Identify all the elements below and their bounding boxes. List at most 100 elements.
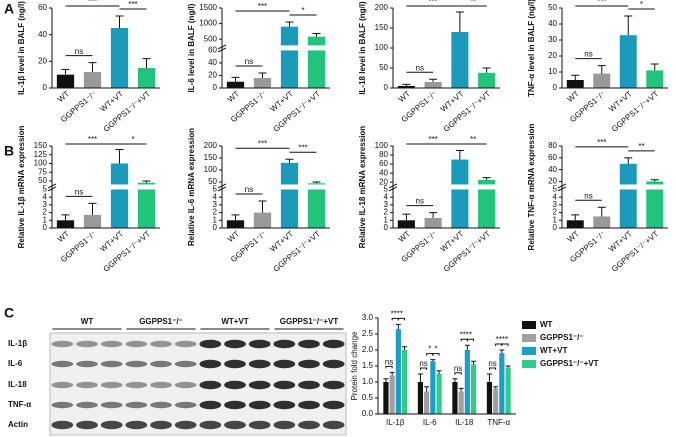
blot-band [100,360,123,368]
error-bar [471,360,477,365]
blot-band [322,420,345,430]
blot-band [322,339,345,349]
y-tick-label: 50 [548,3,557,12]
significance-label: ns [385,358,393,367]
blot-band [100,381,123,389]
significance-label: *** [258,139,267,148]
blot-group-label: GGPPS1⁻/⁻ [139,317,183,326]
significance-label: *** [88,0,97,6]
blot-band [273,400,296,410]
blot-band [174,381,197,389]
blot-row-label: IL-6 [8,359,23,368]
y-axis-label: Relative TNF-α mRNA expression [527,123,536,250]
bar [253,212,272,228]
bar [389,375,395,414]
y-tick-label: 1 [384,215,389,224]
y-tick-label: 2.0 [362,345,374,354]
bar [505,367,511,414]
y-tick-label: 5 [213,185,218,194]
y-tick-label: 40 [38,30,47,39]
bar [593,73,611,88]
blot-band [199,400,222,410]
x-tick-label: GGPPS1⁻/⁻+VT [102,229,153,274]
significance-label: ** [470,0,476,6]
blot-frame [49,332,347,436]
x-tick-label: GGPPS1⁻/⁻+VT [102,89,153,134]
significance-label: * [131,135,134,144]
y-axis-label: TNF-α level in BALF (ng/l) [527,0,536,97]
blot-band [298,420,320,430]
error-bar [430,359,436,362]
significance-label: ns [584,50,592,59]
error-bar [88,62,97,72]
y-tick-label: 30 [548,35,557,44]
error-bar [650,63,659,71]
y-tick-label: 1.5 [362,361,374,370]
blot-band [298,359,320,369]
error-bar [285,158,294,163]
y-tick-label: 0 [553,223,558,232]
bar [110,28,129,88]
bar [478,72,496,88]
x-tick-label: GGPPS1⁻/⁻+VT [272,229,323,274]
blot-band [273,380,296,390]
error-bar [285,21,294,27]
legend-swatch [522,321,536,329]
significance-label: *** [391,310,400,319]
bar [493,388,499,414]
blot-band [51,401,74,409]
error-bar [650,179,659,182]
blot-band [322,359,345,369]
bar [83,214,102,228]
blot-band [322,380,345,390]
blot-row-label: IL-18 [8,380,27,389]
x-tick-label: GGPPS1⁻/⁻+VT [610,229,661,274]
error-bar [312,181,321,184]
y-tick-label: 20 [38,56,47,65]
axis-break-gap [218,184,330,190]
y-tick-label: 1 [43,215,48,224]
bar [593,216,611,228]
error-bar [482,177,491,180]
bar [470,364,477,414]
bar [619,163,637,228]
y-tick-label: 4 [384,192,389,201]
x-tick-label: TNF-α [487,418,510,427]
blot-band [76,420,98,430]
blot-band [322,400,345,410]
significance-label: *** [428,0,437,6]
bar [436,374,442,414]
blot-band [100,420,123,430]
bar [56,220,75,228]
x-tick-label: WT [566,229,581,244]
error-bar [429,212,438,218]
error-bar [624,15,633,36]
error-bar [142,180,151,183]
blot-band [199,420,222,430]
blot-band [76,360,98,368]
blot-band [125,360,148,368]
error-bar [436,370,442,374]
error-bar [402,83,411,86]
significance-label: ns [245,185,253,194]
y-tick-label: 3 [553,200,558,209]
y-tick-label: 125 [34,150,48,159]
blot-band [51,360,74,368]
error-bar [597,65,606,74]
x-tick-label: GGPPS1⁻/⁻+VT [442,229,493,274]
bar [280,26,299,88]
blot-band [224,420,246,430]
y-tick-label: 0.5 [362,393,374,402]
y-tick-label: 200 [375,3,389,12]
y-axis-label: IL-6 level in BALF (ng/l) [187,3,196,92]
significance-label: ns [75,47,83,56]
y-tick-label: 2 [43,208,48,217]
y-tick-label: 40 [379,168,388,177]
x-tick-label: WT [397,89,412,104]
error-bar [61,68,70,75]
error-bar [115,148,124,164]
significance-label: ns [488,359,496,368]
y-tick-label: 60 [38,3,47,12]
blot-band [150,360,172,368]
y-tick-label: 100 [375,141,389,150]
